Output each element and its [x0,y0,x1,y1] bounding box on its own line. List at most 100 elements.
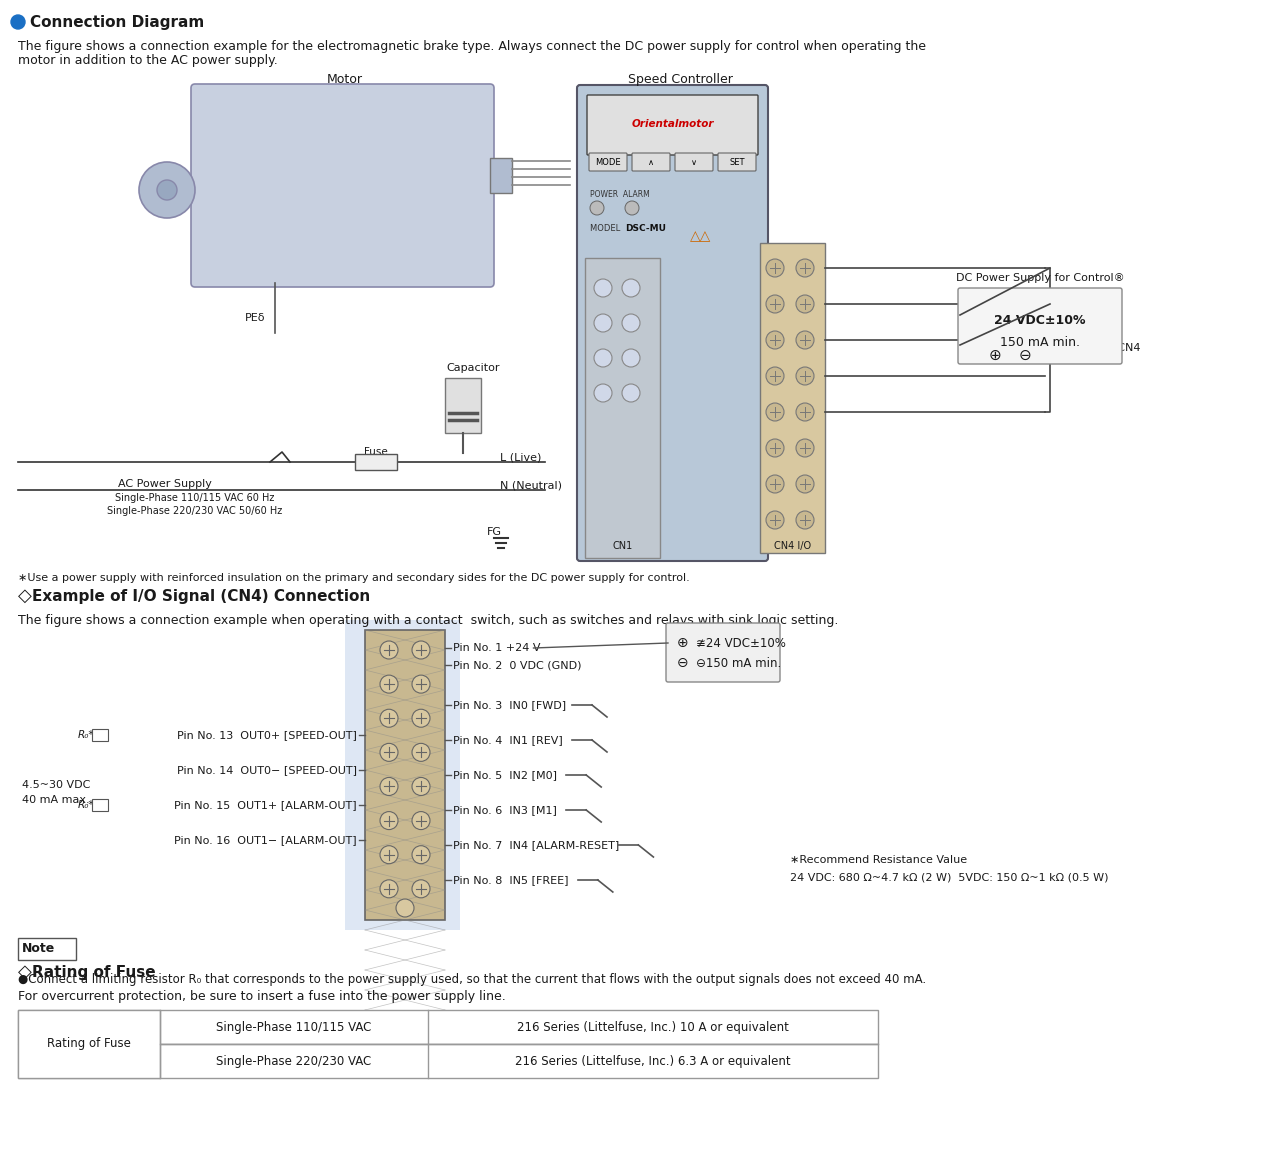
Circle shape [412,675,430,693]
Text: ⊖: ⊖ [677,656,689,670]
Circle shape [622,384,640,402]
Text: 216 Series (Littelfuse, Inc.) 10 A or equivalent: 216 Series (Littelfuse, Inc.) 10 A or eq… [517,1020,788,1034]
Text: 40 mA max.: 40 mA max. [22,795,90,805]
Circle shape [765,331,783,349]
Text: ∧: ∧ [648,157,654,166]
Circle shape [157,180,177,200]
Circle shape [380,641,398,659]
Text: Fuse: Fuse [364,447,388,457]
Text: Single-Phase 220/230 VAC: Single-Phase 220/230 VAC [216,1055,371,1068]
Circle shape [140,162,195,217]
Bar [18,1009,878,1044]
Text: Pin No. 1 +24 V: Pin No. 1 +24 V [453,643,540,652]
Text: R₀*: R₀* [78,800,95,809]
Circle shape [796,511,814,529]
Circle shape [594,349,612,368]
Circle shape [412,743,430,762]
Bar [92,729,108,741]
Text: ⊕: ⊕ [677,636,689,650]
Text: N (Neutral): N (Neutral) [500,480,562,490]
Text: Pin No. 15  OUT1+ [ALARM-OUT]: Pin No. 15 OUT1+ [ALARM-OUT] [174,800,357,809]
Circle shape [622,349,640,368]
Circle shape [796,404,814,421]
Text: The figure shows a connection example when operating with a contact  switch, suc: The figure shows a connection example wh… [18,614,838,627]
Circle shape [594,384,612,402]
Circle shape [765,404,783,421]
Circle shape [380,743,398,762]
Text: △△: △△ [690,229,712,243]
Text: Connect to CN4: Connect to CN4 [1053,343,1140,354]
Circle shape [796,295,814,313]
FancyBboxPatch shape [632,154,669,171]
Text: ⊕: ⊕ [988,348,1001,363]
Text: ⊖: ⊖ [1019,348,1032,363]
Text: POWER  ALARM: POWER ALARM [590,190,650,199]
Circle shape [380,778,398,795]
FancyBboxPatch shape [577,85,768,561]
Text: Rating of Fuse: Rating of Fuse [32,964,156,979]
Text: ∨: ∨ [691,157,698,166]
Bar [18,939,76,959]
Circle shape [622,314,640,331]
Text: ◇: ◇ [18,963,32,982]
Circle shape [380,709,398,727]
Text: 24 VDC±10%: 24 VDC±10% [995,314,1085,327]
FancyBboxPatch shape [588,95,758,155]
FancyBboxPatch shape [675,154,713,171]
FancyBboxPatch shape [666,623,780,682]
FancyBboxPatch shape [957,288,1123,364]
Circle shape [412,778,430,795]
Text: AC Power Supply: AC Power Supply [118,479,212,488]
Circle shape [380,846,398,864]
Bar [18,1009,160,1078]
Text: 24 VDC: 680 Ω~4.7 kΩ (2 W)  5VDC: 150 Ω~1 kΩ (0.5 W): 24 VDC: 680 Ω~4.7 kΩ (2 W) 5VDC: 150 Ω~1… [790,873,1108,883]
Text: The figure shows a connection example for the electromagnetic brake type. Always: The figure shows a connection example fo… [18,40,925,53]
Circle shape [380,880,398,898]
Bar [585,258,660,558]
Circle shape [396,899,413,916]
FancyBboxPatch shape [589,154,627,171]
Text: Pin No. 13  OUT0+ [SPEED-OUT]: Pin No. 13 OUT0+ [SPEED-OUT] [177,730,357,740]
Text: DSC-MU: DSC-MU [625,223,666,233]
Text: 150 mA min.: 150 mA min. [1000,335,1080,349]
Text: Single-Phase 110/115 VAC 60 Hz: Single-Phase 110/115 VAC 60 Hz [115,493,275,504]
Circle shape [594,314,612,331]
Text: ●Connect a limiting resistor R₀ that corresponds to the power supply used, so th: ●Connect a limiting resistor R₀ that cor… [18,973,927,986]
Text: FG: FG [486,527,502,537]
Circle shape [590,201,604,215]
Circle shape [412,709,430,727]
Circle shape [765,259,783,277]
Text: Pin No. 16  OUT1− [ALARM-OUT]: Pin No. 16 OUT1− [ALARM-OUT] [174,835,357,846]
Text: For overcurrent protection, be sure to insert a fuse into the power supply line.: For overcurrent protection, be sure to i… [18,990,506,1003]
Circle shape [625,201,639,215]
Text: Note: Note [22,942,55,956]
Circle shape [765,295,783,313]
Text: Input Signal: Input Signal [1053,327,1120,337]
Circle shape [796,368,814,385]
Text: Pin No. 3  IN0 [FWD]: Pin No. 3 IN0 [FWD] [453,700,566,709]
Circle shape [594,279,612,297]
Text: CN1: CN1 [612,541,632,551]
FancyBboxPatch shape [191,84,494,287]
Circle shape [796,438,814,457]
Bar [346,620,460,930]
Text: Connection Diagram: Connection Diagram [29,14,205,29]
Circle shape [796,331,814,349]
Text: ◇: ◇ [18,587,32,605]
Text: Example of I/O Signal (CN4) Connection: Example of I/O Signal (CN4) Connection [32,588,370,604]
Text: DC Power Supply for Control®: DC Power Supply for Control® [956,273,1124,283]
Text: Pin No. 8  IN5 [FREE]: Pin No. 8 IN5 [FREE] [453,875,568,885]
Bar [18,1044,878,1078]
Text: ≇24 VDC±10%: ≇24 VDC±10% [696,636,786,649]
Text: 216 Series (Littelfuse, Inc.) 6.3 A or equivalent: 216 Series (Littelfuse, Inc.) 6.3 A or e… [515,1055,791,1068]
Text: Orientalmotor: Orientalmotor [631,119,714,129]
Circle shape [765,368,783,385]
Bar [365,630,445,920]
Text: Single-Phase 220/230 VAC 50/60 Hz: Single-Phase 220/230 VAC 50/60 Hz [108,506,283,516]
Circle shape [765,511,783,529]
Circle shape [765,475,783,493]
Circle shape [412,641,430,659]
Text: PEδ: PEδ [244,313,265,323]
Text: Motor: Motor [326,73,364,86]
Circle shape [412,880,430,898]
